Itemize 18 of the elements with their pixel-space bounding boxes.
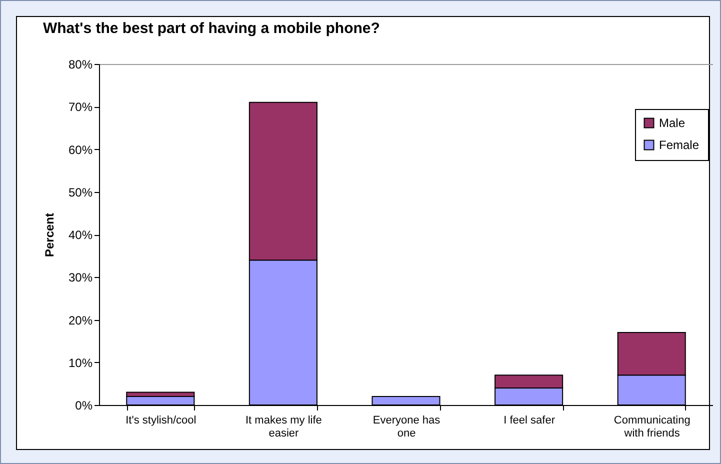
y-tick-label: 20% [68, 313, 93, 328]
y-tick-label: 80% [68, 58, 93, 72]
x-tick-label: I feel safer [504, 414, 556, 426]
y-tick-label: 10% [68, 356, 93, 370]
y-tick-label: 30% [68, 270, 93, 285]
y-tick-label: 60% [68, 142, 93, 157]
x-tick-label: Everyone has one [372, 414, 441, 440]
y-tick-label: 50% [68, 185, 93, 200]
x-tick-label: It's stylish/cool [126, 414, 196, 426]
y-tick-label: 70% [68, 100, 93, 114]
y-axis-title: Percent [42, 212, 56, 258]
legend-label: Male [659, 116, 686, 130]
legend-label: Female [659, 138, 700, 152]
y-tick-label: 0% [75, 398, 93, 412]
y-tick-label: 40% [68, 228, 93, 242]
x-tick-label: Communicating with friends [614, 414, 690, 440]
chart-title: What's the best part of having a mobile phone? [42, 20, 380, 37]
x-tick-label: It makes my life easier [245, 414, 322, 440]
